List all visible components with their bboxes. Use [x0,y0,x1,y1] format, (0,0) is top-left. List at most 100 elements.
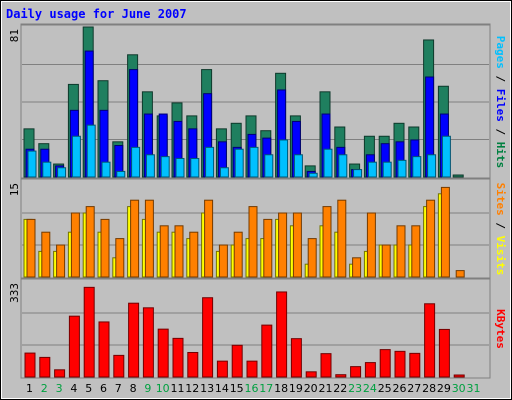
bar-sites-day-11 [174,225,184,278]
x-tick-label: 16 [245,382,259,395]
x-tick-label: 30 [452,382,466,395]
bar-kbytes-day-21 [320,353,332,378]
bar-kbytes-day-14 [216,360,228,378]
x-tick-label: 9 [144,382,151,395]
x-tick-label: 8 [130,382,137,395]
x-tick-label: 23 [348,382,362,395]
x-tick-label: 13 [200,382,214,395]
bar-kbytes-day-19 [290,338,302,378]
panel-legend: Sites / Visits [494,183,507,276]
bar-pages-day-21 [323,148,333,178]
bar-pages-day-5 [86,124,96,178]
bar-sites-day-16 [248,206,258,278]
bar-sites-day-10 [159,225,169,278]
x-tick-label: 2 [41,382,48,395]
legend-entry: Hits [494,142,507,169]
bar-pages-day-24 [367,161,377,178]
legend-entry: Sites [494,183,507,216]
bar-kbytes-day-6 [98,321,110,378]
bar-sites-day-9 [144,199,154,278]
x-tick-label: 4 [70,382,77,395]
x-tick-label: 12 [185,382,199,395]
x-tick-label: 28 [422,382,436,395]
bar-pages-day-18 [279,139,289,178]
panel-legend: Pages / Files / Hits [494,36,507,169]
bar-sites-day-3 [56,244,66,278]
bar-sites-day-29 [440,186,450,278]
bar-sites-day-8 [130,199,140,278]
x-tick-label: 25 [378,382,392,395]
x-tick-label: 26 [393,382,407,395]
x-tick-label: 31 [467,382,481,395]
bar-kbytes-day-5 [83,286,95,378]
x-tick-label: 14 [215,382,229,395]
x-tick-label: 20 [304,382,318,395]
bar-pages-day-29 [441,135,451,178]
bar-pages-day-25 [382,161,392,178]
bar-kbytes-day-8 [128,302,140,378]
bar-pages-day-11 [175,157,185,178]
panel-hits_files_pages: 81 Pages / Files / Hits [8,24,507,179]
bar-kbytes-day-12 [187,351,199,378]
bar-kbytes-day-2 [39,356,51,378]
legend-entry: Visits [494,236,507,276]
scale-max-label: 81 [8,29,21,42]
bar-kbytes-day-3 [54,369,66,378]
bar-pages-day-1 [27,150,37,178]
panel-visits_sites: 15 Sites / Visits [8,178,507,279]
bar-kbytes-day-17 [261,324,273,378]
x-tick-label: 15 [230,382,244,395]
bar-kbytes-day-15 [231,344,243,378]
bar-kbytes-day-27 [409,352,421,378]
bar-kbytes-day-1 [24,352,36,378]
bar-kbytes-day-29 [438,328,450,378]
x-tick-label: 17 [259,382,273,395]
bar-sites-day-15 [233,231,243,278]
panels-group: 81 Pages / Files / Hits 15 Sites / Visits 33… [8,24,507,379]
bar-sites-day-26 [396,225,406,278]
bar-pages-day-7 [116,170,126,178]
bar-hits-day-30 [452,174,464,178]
legend-entry: KBytes [494,309,507,349]
bar-pages-day-2 [42,161,52,178]
legend-entry: / [494,216,507,236]
x-tick-label: 21 [319,382,333,395]
bar-pages-day-16 [249,146,259,178]
bar-kbytes-day-22 [335,374,347,378]
bar-kbytes-day-11 [172,337,184,378]
x-tick-label: 11 [171,382,185,395]
x-tick-label: 5 [85,382,92,395]
bar-pages-day-9 [145,154,155,178]
bar-pages-day-26 [397,159,407,178]
scale-max-label: 15 [8,183,21,196]
x-tick-label: 6 [100,382,107,395]
x-tick-label: 22 [333,382,347,395]
bar-pages-day-20 [308,172,318,178]
bar-pages-day-19 [293,154,303,178]
bar-sites-day-22 [337,199,347,278]
bar-sites-day-19 [292,212,302,278]
bar-kbytes-day-20 [305,371,317,378]
bar-sites-day-1 [26,218,36,278]
legend-entry: / [494,122,507,142]
bar-kbytes-day-23 [350,366,362,378]
bar-sites-day-6 [100,218,110,278]
x-tick-label: 7 [115,382,122,395]
bar-pages-day-27 [412,156,422,178]
bar-sites-day-12 [189,231,199,278]
panel-legend: KBytes [494,309,507,349]
bar-sites-day-20 [307,238,317,278]
bar-sites-day-18 [278,212,288,278]
bar-pages-day-12 [190,157,200,178]
bar-kbytes-day-24 [364,362,376,378]
bar-sites-day-24 [366,212,376,278]
bar-sites-day-7 [115,238,125,278]
bar-kbytes-day-25 [379,349,391,378]
bar-kbytes-day-30 [453,374,465,378]
bar-kbytes-day-18 [276,291,288,378]
bar-kbytes-day-7 [113,354,125,378]
bar-pages-day-4 [71,135,81,178]
x-tick-label: 19 [289,382,303,395]
bar-pages-day-22 [338,154,348,178]
